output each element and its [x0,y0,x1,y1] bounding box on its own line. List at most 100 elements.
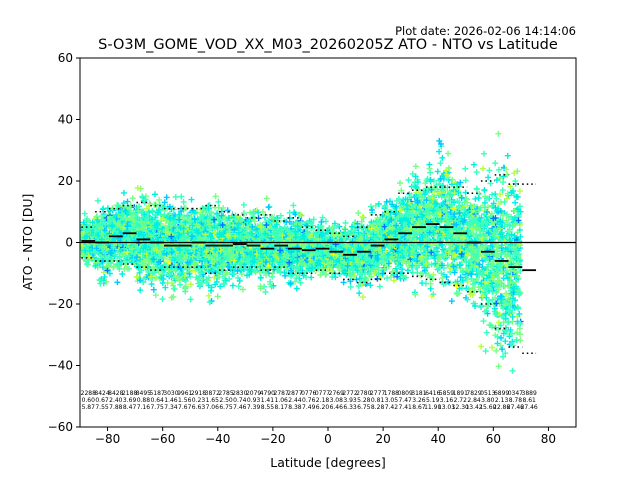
scatter-point [162,284,169,291]
y-axis-label: ATO - NTO [DU] [20,194,35,291]
scatter-point [181,284,188,291]
scatter-point [193,221,200,228]
scatter-point [293,285,300,292]
scatter-point [80,243,86,249]
scatter-point [290,202,297,209]
scatter-point [86,247,93,254]
scatter-point [150,256,157,263]
scatter-point [168,222,175,229]
scatter-point [176,232,182,239]
scatter-point [108,260,114,267]
scatter-point [182,278,189,284]
scatter-point [96,227,103,234]
scatter-point [359,214,366,220]
scatter-point [172,194,179,200]
scatter-point [94,216,101,223]
scatter-point [187,273,194,280]
scatter-point [177,225,184,232]
chart-title: S-O3M_GOME_VOD_XX_M03_20260205Z ATO - NT… [98,37,558,53]
scatter-point [100,248,106,255]
scatter-point [168,233,175,240]
scatter-point [149,226,156,232]
scatter-point [82,227,89,233]
scatter-point [152,292,159,299]
scatter-point [140,279,147,286]
scatter-point [99,217,106,224]
scatter-point [124,265,131,272]
scatter-point [138,219,145,226]
scatter-point [126,253,132,260]
scatter-point [262,289,269,295]
scatter-point [99,230,106,237]
scatter-point [240,201,247,208]
scatter-point [123,216,130,223]
scatter-point [181,232,188,239]
scatter-point [188,196,195,203]
scatter-point [195,266,202,273]
scatter-point [194,244,201,251]
scatter-point [122,208,129,215]
scatter-point [196,282,203,289]
scatter-point [184,213,191,220]
scatter-point [188,267,195,274]
scatter-point [107,250,114,257]
scatter-point [159,296,166,303]
scatter-point [158,255,165,262]
scatter-point [195,253,202,260]
scatter-point [297,279,304,286]
scatter-point [156,196,163,203]
scatter-point [139,208,146,215]
scatter-point [181,272,188,279]
scatter-point [109,222,116,229]
scatter-point [159,215,166,222]
scatter-point [130,217,137,224]
scatter-point [137,277,143,284]
scatter-point [137,249,144,256]
scatter-point [82,234,89,241]
scatter-point [167,230,174,237]
scatter-point [94,197,101,204]
scatter-point [123,209,130,215]
scatter-point [177,281,184,288]
scatter-point [80,219,87,226]
scatter-point [158,274,165,281]
scatter-point [191,245,198,252]
scatter-point [138,267,145,273]
scatter-point [93,223,100,230]
scatter-point [130,256,137,263]
scatter-point [170,282,177,289]
scatter-point [166,271,173,278]
scatter-point [133,273,140,280]
scatter-point [360,294,366,301]
scatter-point [85,252,92,259]
scatter-point [229,282,236,289]
scatter-point [178,193,185,200]
scatter-point [184,259,191,266]
scatter-point [153,247,160,254]
scatter-point [125,234,132,241]
scatter-point [81,210,88,217]
scatter-point [114,279,121,286]
scatter-point [112,251,119,258]
scatter-point [265,204,272,211]
scatter-point [142,276,149,282]
scatter-point [155,209,162,216]
scatter-point [212,193,219,200]
scatter-point [136,203,143,210]
scatter-point [120,211,127,218]
scatter-point [80,233,85,240]
scatter-point [179,221,185,228]
scatter-point [165,259,171,266]
scatter-point [139,193,146,200]
scatter-point [134,254,140,261]
scatter-point [163,194,170,201]
scatter-point [318,218,325,225]
scatter-point [183,252,190,259]
scatter-point [355,210,362,217]
scatter-point [171,286,178,293]
scatter-point [189,233,195,240]
scatter-point [240,210,247,217]
scatter-point [109,215,116,222]
scatter-point [142,196,149,203]
scatter-point [185,260,192,267]
